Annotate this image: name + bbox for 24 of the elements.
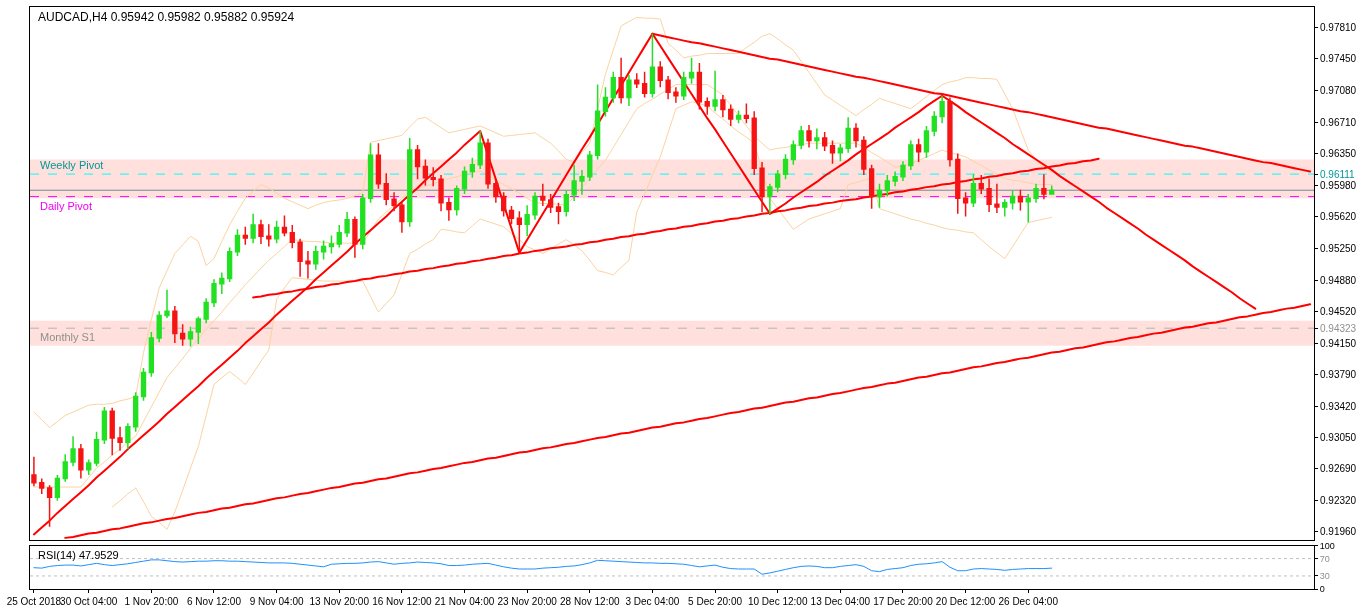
x-tick-label: 26 Dec 04:00	[998, 596, 1059, 607]
y-tick-label: 70	[1319, 553, 1330, 564]
x-tick-label: 3 Dec 04:00	[625, 596, 680, 607]
x-tick-label: 13 Nov 20:00	[309, 596, 370, 607]
candlestick	[31, 456, 37, 487]
y-tick-label: 30	[1319, 571, 1330, 582]
y-tick-label: 0	[1319, 584, 1325, 595]
x-tick-label: 5 Dec 20:00	[688, 596, 743, 607]
y-tick-label: 100	[1319, 540, 1335, 551]
x-tick-label: 20 Dec 12:00	[935, 596, 996, 607]
line-series	[33, 559, 1053, 575]
x-tick-label: 21 Nov 04:00	[434, 596, 495, 607]
x-tick-label: 17 Dec 20:00	[873, 596, 934, 607]
x-tick-label: 9 Nov 04:00	[249, 596, 305, 607]
x-tick-label: 10 Dec 12:00	[747, 596, 808, 607]
x-tick-label: 6 Nov 12:00	[187, 596, 242, 607]
x-tick-label: 30 Oct 04:00	[60, 596, 118, 607]
chart-title: RSI(14) 47.9529	[38, 549, 119, 561]
x-tick-label: 28 Nov 12:00	[560, 596, 620, 607]
x-tick-label: 16 Nov 12:00	[372, 596, 433, 607]
x-tick-label: 23 Nov 20:00	[497, 596, 558, 607]
x-tick-label: 25 Oct 2018	[6, 596, 62, 607]
x-tick-label: 1 Nov 20:00	[124, 596, 179, 607]
x-tick-label: 13 Dec 04:00	[810, 596, 871, 607]
